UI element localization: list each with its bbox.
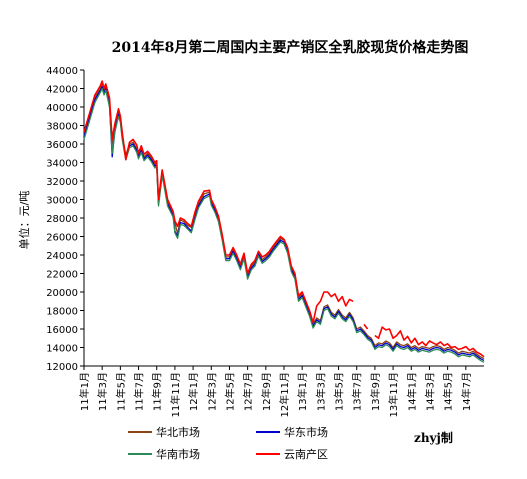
x-tick-label: 13年7月 [351, 372, 364, 411]
x-tick-label: 11年11月 [169, 372, 182, 417]
chart-title: 2014年8月第二周国内主要产销区全乳胶现货价格走势图 [112, 39, 469, 56]
y-axis-label: 单位：元/吨 [17, 191, 31, 250]
y-tick-label: 14000 [46, 344, 78, 355]
x-tick-label: 14年3月 [423, 372, 436, 411]
x-tick-label: 12年3月 [205, 372, 218, 411]
legend-label-2: 华东市场 [284, 425, 328, 439]
y-tick-label: 42000 [46, 85, 78, 96]
x-tick-label: 11年3月 [96, 372, 109, 411]
y-tick-label: 24000 [46, 251, 78, 262]
x-tick-label: 13年3月 [314, 372, 327, 411]
y-tick-label: 36000 [46, 140, 78, 151]
y-tick-label: 16000 [46, 325, 78, 336]
legend-label-1: 华北市场 [156, 425, 200, 439]
y-tick-label: 34000 [46, 159, 78, 170]
x-tick-label: 12年7月 [242, 372, 255, 411]
series-line-4 [83, 80, 485, 358]
credit-text: zhyj制 [414, 430, 453, 445]
x-tick-label: 11年5月 [114, 372, 127, 411]
legend-label-3: 华南市场 [156, 447, 200, 461]
y-axis: 44000 42000 40000 38000 36000 34000 32000 30000… [46, 66, 84, 373]
y-tick-label: 44000 [46, 66, 78, 77]
y-tick-label: 38000 [46, 122, 78, 133]
x-tick-label: 12年5月 [223, 372, 236, 411]
x-tick-label: 11年9月 [151, 372, 164, 411]
x-tick-label: 12年1月 [187, 372, 200, 411]
series-group [83, 80, 485, 363]
x-tick-label: 12年11月 [278, 372, 291, 417]
x-tick-label: 13年11月 [387, 372, 400, 417]
y-tick-label: 12000 [46, 362, 78, 373]
x-tick-label: 14年1月 [405, 372, 418, 411]
y-tick-label: 28000 [46, 214, 78, 225]
y-tick-label: 32000 [46, 177, 78, 188]
y-tick-label: 22000 [46, 270, 78, 281]
x-tick-label: 14年5月 [442, 372, 455, 411]
x-axis: 11年1月 11年3月 11年5月 11年7月 11年9月 11年11月 12年1月 12年3… [78, 366, 473, 417]
y-tick-label: 40000 [46, 103, 78, 114]
y-tick-label: 30000 [46, 196, 78, 207]
x-tick-label: 11年7月 [133, 372, 146, 411]
x-tick-label: 12年9月 [260, 372, 273, 411]
x-tick-label: 11年1月 [78, 372, 91, 411]
y-tick-label: 26000 [46, 233, 78, 244]
y-tick-label: 20000 [46, 288, 78, 299]
series-line-3 [83, 87, 485, 363]
y-tick-label: 18000 [46, 307, 78, 318]
legend-label-4: 云南产区 [284, 447, 328, 461]
x-tick-label: 13年9月 [369, 372, 382, 411]
x-tick-label: 13年5月 [333, 372, 346, 411]
x-tick-label: 13年1月 [296, 372, 309, 411]
x-tick-label: 14年7月 [460, 372, 473, 411]
